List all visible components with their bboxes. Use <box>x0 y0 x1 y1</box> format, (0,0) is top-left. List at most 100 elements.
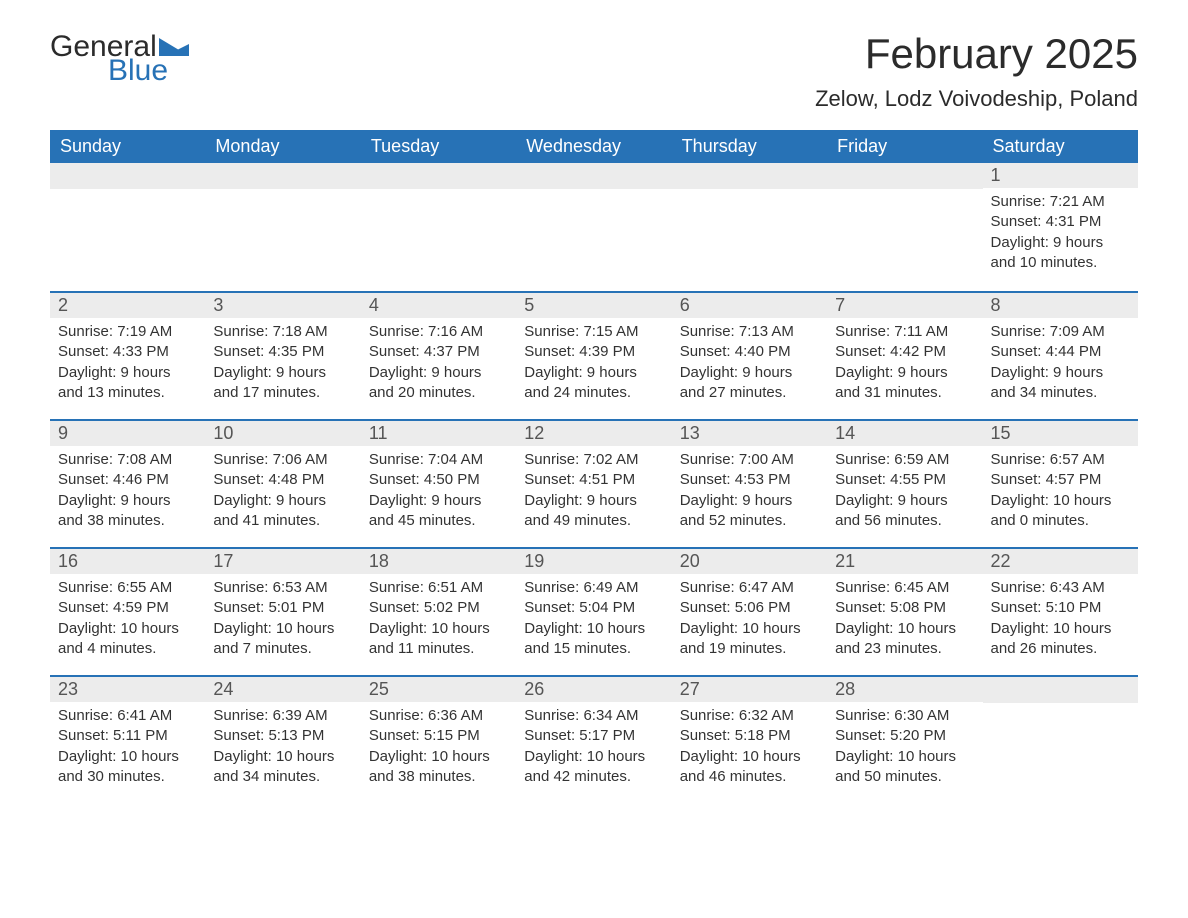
sunset-text: Sunset: 4:33 PM <box>58 342 197 362</box>
sunrise-text: Sunrise: 6:41 AM <box>58 706 197 726</box>
sunrise-text: Sunrise: 6:34 AM <box>524 706 663 726</box>
daylight-text: Daylight: 9 hours and 49 minutes. <box>524 491 663 532</box>
day-number: 11 <box>361 421 516 446</box>
sunrise-text: Sunrise: 6:49 AM <box>524 578 663 598</box>
day-number: 25 <box>361 677 516 702</box>
dow-monday: Monday <box>205 130 360 163</box>
sunset-text: Sunset: 5:18 PM <box>680 726 819 746</box>
sunrise-text: Sunrise: 7:19 AM <box>58 322 197 342</box>
daylight-text: Daylight: 9 hours and 27 minutes. <box>680 363 819 404</box>
sunset-text: Sunset: 4:50 PM <box>369 470 508 490</box>
day-cell: 10Sunrise: 7:06 AMSunset: 4:48 PMDayligh… <box>205 421 360 547</box>
day-number: 12 <box>516 421 671 446</box>
day-cell: 2Sunrise: 7:19 AMSunset: 4:33 PMDaylight… <box>50 293 205 419</box>
day-number: 9 <box>50 421 205 446</box>
daylight-text: Daylight: 9 hours and 52 minutes. <box>680 491 819 532</box>
day-cell: 6Sunrise: 7:13 AMSunset: 4:40 PMDaylight… <box>672 293 827 419</box>
day-info: Sunrise: 6:32 AMSunset: 5:18 PMDaylight:… <box>672 706 827 787</box>
sunset-text: Sunset: 5:11 PM <box>58 726 197 746</box>
day-number: 23 <box>50 677 205 702</box>
day-number <box>672 163 827 189</box>
sunrise-text: Sunrise: 6:47 AM <box>680 578 819 598</box>
day-info: Sunrise: 7:00 AMSunset: 4:53 PMDaylight:… <box>672 450 827 531</box>
sunrise-text: Sunrise: 6:32 AM <box>680 706 819 726</box>
day-cell <box>50 163 205 291</box>
logo-text-blue: Blue <box>108 54 168 88</box>
day-number: 13 <box>672 421 827 446</box>
sunset-text: Sunset: 4:55 PM <box>835 470 974 490</box>
day-number <box>983 677 1138 703</box>
day-info: Sunrise: 6:51 AMSunset: 5:02 PMDaylight:… <box>361 578 516 659</box>
day-cell: 22Sunrise: 6:43 AMSunset: 5:10 PMDayligh… <box>983 549 1138 675</box>
header: General Blue February 2025 Zelow, Lodz V… <box>50 30 1138 112</box>
day-number <box>205 163 360 189</box>
day-number: 21 <box>827 549 982 574</box>
day-number: 26 <box>516 677 671 702</box>
day-info: Sunrise: 7:09 AMSunset: 4:44 PMDaylight:… <box>983 322 1138 403</box>
day-info: Sunrise: 6:45 AMSunset: 5:08 PMDaylight:… <box>827 578 982 659</box>
sunrise-text: Sunrise: 6:57 AM <box>991 450 1130 470</box>
daylight-text: Daylight: 9 hours and 41 minutes. <box>213 491 352 532</box>
days-of-week-header: Sunday Monday Tuesday Wednesday Thursday… <box>50 130 1138 163</box>
day-info: Sunrise: 7:02 AMSunset: 4:51 PMDaylight:… <box>516 450 671 531</box>
week-row: 2 Sunrise: 7:19 AMSunset: 4:33 PM Daylight… <box>50 291 1138 419</box>
dow-friday: Friday <box>827 130 982 163</box>
daylight-text: Daylight: 9 hours and 31 minutes. <box>835 363 974 404</box>
sunset-text: Sunset: 4:35 PM <box>213 342 352 362</box>
daylight-text: Daylight: 10 hours and 30 minutes. <box>58 747 197 788</box>
sunset-text: Sunset: 5:15 PM <box>369 726 508 746</box>
day-cell: 4Sunrise: 7:16 AMSunset: 4:37 PMDaylight… <box>361 293 516 419</box>
sunset-text: Sunset: 5:06 PM <box>680 598 819 618</box>
sunrise-text: Sunrise: 6:55 AM <box>58 578 197 598</box>
day-number: 2 <box>50 293 205 318</box>
day-number <box>50 163 205 189</box>
sunset-text: Sunset: 4:59 PM <box>58 598 197 618</box>
day-number: 16 <box>50 549 205 574</box>
day-cell: 27Sunrise: 6:32 AMSunset: 5:18 PMDayligh… <box>672 677 827 803</box>
sunrise-text: Sunrise: 7:06 AM <box>213 450 352 470</box>
day-cell: 12 Sunrise: 7:02 AMSunset: 4:51 PMDayligh… <box>516 421 671 547</box>
sunset-text: Sunset: 5:02 PM <box>369 598 508 618</box>
sunrise-text: Sunrise: 6:43 AM <box>991 578 1130 598</box>
day-cell: 28Sunrise: 6:30 AMSunset: 5:20 PMDayligh… <box>827 677 982 803</box>
sunset-text: Sunset: 5:08 PM <box>835 598 974 618</box>
sunset-text: Sunset: 4:31 PM <box>991 212 1130 232</box>
daylight-text: Daylight: 10 hours and 23 minutes. <box>835 619 974 660</box>
sunset-text: Sunset: 5:13 PM <box>213 726 352 746</box>
daylight-text: Daylight: 10 hours and 38 minutes. <box>369 747 508 788</box>
day-cell: 21 Sunrise: 6:45 AMSunset: 5:08 PMDayligh… <box>827 549 982 675</box>
day-info: Sunrise: 7:06 AMSunset: 4:48 PMDaylight:… <box>205 450 360 531</box>
week-row: 1Sunrise: 7:21 AMSunset: 4:31 PMDaylight… <box>50 163 1138 291</box>
day-info: Sunrise: 6:47 AMSunset: 5:06 PMDaylight:… <box>672 578 827 659</box>
day-info: Sunrise: 6:53 AMSunset: 5:01 PMDaylight:… <box>205 578 360 659</box>
day-info: Sunrise: 6:34 AMSunset: 5:17 PMDaylight:… <box>516 706 671 787</box>
sunrise-text: Sunrise: 6:30 AM <box>835 706 974 726</box>
daylight-text: Daylight: 9 hours and 56 minutes. <box>835 491 974 532</box>
sunset-text: Sunset: 4:37 PM <box>369 342 508 362</box>
day-info: Sunrise: 7:11 AMSunset: 4:42 PMDaylight:… <box>827 322 982 403</box>
day-cell: 11Sunrise: 7:04 AMSunset: 4:50 PMDayligh… <box>361 421 516 547</box>
sunrise-text: Sunrise: 7:16 AM <box>369 322 508 342</box>
day-cell <box>827 163 982 291</box>
week-row: 16 Sunrise: 6:55 AMSunset: 4:59 PM Dayligh… <box>50 547 1138 675</box>
sunrise-text: Sunrise: 7:00 AM <box>680 450 819 470</box>
day-number: 24 <box>205 677 360 702</box>
day-number <box>361 163 516 189</box>
daylight-text: Daylight: 10 hours and 34 minutes. <box>213 747 352 788</box>
day-number: 18 <box>361 549 516 574</box>
sunrise-text: Sunrise: 6:45 AM <box>835 578 974 598</box>
day-cell: 5Sunrise: 7:15 AMSunset: 4:39 PMDaylight… <box>516 293 671 419</box>
sunset-text: Sunset: 5:20 PM <box>835 726 974 746</box>
sunset-text: Sunset: 5:04 PM <box>524 598 663 618</box>
daylight-text: Daylight: 10 hours and 19 minutes. <box>680 619 819 660</box>
daylight-text: Daylight: 10 hours and 0 minutes. <box>991 491 1130 532</box>
daylight-text: Daylight: 9 hours and 17 minutes. <box>213 363 352 404</box>
day-info: Sunrise: 6:39 AMSunset: 5:13 PMDaylight:… <box>205 706 360 787</box>
day-cell: 17Sunrise: 6:53 AMSunset: 5:01 PMDayligh… <box>205 549 360 675</box>
sunrise-text: Sunrise: 7:08 AM <box>58 450 197 470</box>
sunset-text: Sunset: 4:57 PM <box>991 470 1130 490</box>
day-cell <box>205 163 360 291</box>
sunset-text: Sunset: 4:40 PM <box>680 342 819 362</box>
day-cell: 23 Sunrise: 6:41 AMSunset: 5:11 PMDayligh… <box>50 677 205 803</box>
day-cell: 8Sunrise: 7:09 AMSunset: 4:44 PMDaylight… <box>983 293 1138 419</box>
